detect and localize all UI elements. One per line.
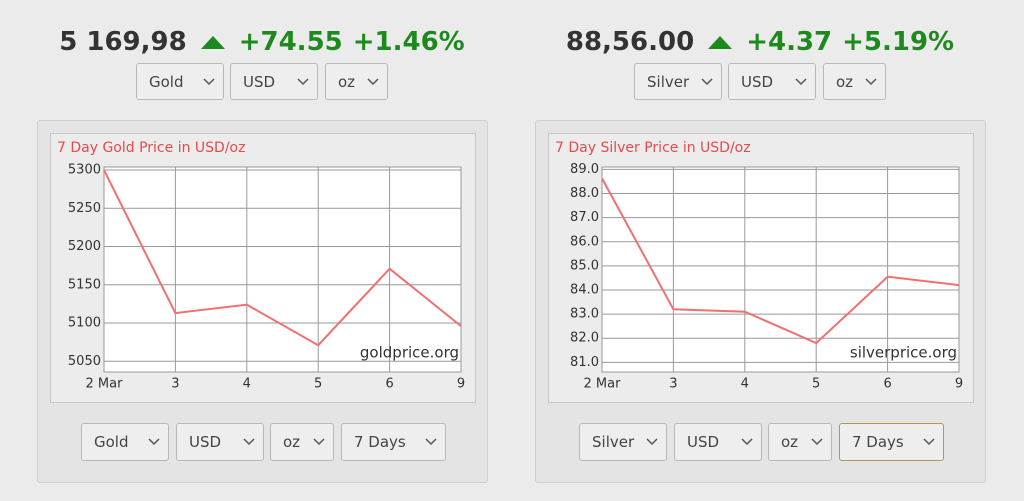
y-tick-label: 84.0 bbox=[570, 283, 599, 298]
plot-area bbox=[601, 166, 960, 373]
x-tick-label: 2 Mar bbox=[584, 377, 622, 392]
watermark: silverprice.org bbox=[850, 344, 957, 362]
price-line bbox=[601, 177, 960, 345]
y-tick-label: 83.0 bbox=[570, 307, 599, 322]
dropdown-label: USD bbox=[243, 72, 276, 91]
dropdown[interactable]: USD bbox=[176, 423, 264, 461]
y-tick-label: 89.0 bbox=[570, 162, 599, 177]
y-tick-label: 86.0 bbox=[570, 234, 599, 249]
x-tick-label: 5 bbox=[314, 377, 322, 392]
chevron bbox=[297, 77, 309, 85]
y-tick-label: 5150 bbox=[68, 277, 101, 292]
dropdown[interactable]: USD bbox=[230, 63, 318, 100]
plot-area bbox=[103, 166, 462, 373]
x-tick-label: 5 bbox=[812, 377, 820, 392]
chart-title: 7 Day Silver Price in USD/oz bbox=[555, 140, 751, 156]
dropdown-label: Gold bbox=[94, 433, 129, 451]
chevron bbox=[203, 77, 215, 85]
dropdown[interactable]: Gold bbox=[136, 63, 224, 100]
y-tick-label: 87.0 bbox=[570, 210, 599, 225]
chevron bbox=[741, 438, 753, 446]
dropdown[interactable]: oz bbox=[270, 423, 334, 461]
chart: 7 Day Silver Price in USD/oz 81.0 82.0 83.0… bbox=[555, 140, 963, 392]
chevron bbox=[425, 438, 437, 446]
y-tick-label: 88.0 bbox=[570, 186, 599, 201]
chevron bbox=[646, 438, 658, 446]
dropdown[interactable]: Silver bbox=[634, 63, 722, 100]
x-tick-label: 3 bbox=[669, 377, 677, 392]
dropdown-label: 7 Days bbox=[354, 433, 406, 451]
dropdown[interactable]: oz bbox=[823, 63, 886, 100]
y-tick-label: 5300 bbox=[68, 163, 101, 178]
change-percent: +5.19% bbox=[842, 27, 955, 57]
chevron bbox=[313, 438, 325, 446]
y-tick-label: 81.0 bbox=[570, 355, 599, 370]
y-tick-label: 5050 bbox=[68, 354, 101, 369]
x-tick-label: 9 bbox=[955, 377, 963, 392]
dropdown[interactable]: Gold bbox=[81, 423, 169, 461]
dropdown-label: USD bbox=[189, 433, 222, 451]
x-tick-label: 9 bbox=[457, 377, 465, 392]
dropdown-label: oz bbox=[338, 72, 356, 91]
chevron bbox=[923, 438, 935, 446]
y-tick-label: 85.0 bbox=[570, 258, 599, 273]
chart-frame: 7 Day Silver Price in USD/oz 81.0 82.0 83.0… bbox=[548, 133, 974, 403]
price: 5 169,98 bbox=[59, 27, 187, 57]
dropdown[interactable]: USD bbox=[728, 63, 816, 100]
x-tick-label: 2 Mar bbox=[86, 377, 124, 392]
dropdown[interactable]: 7 Days bbox=[839, 423, 944, 461]
price-line bbox=[103, 169, 462, 347]
x-tick-label: 6 bbox=[385, 377, 393, 392]
up-arrow bbox=[708, 36, 733, 49]
chart: 7 Day Gold Price in USD/oz50505100515052… bbox=[57, 140, 465, 392]
up-arrow bbox=[200, 36, 225, 49]
change: +74.55 bbox=[238, 27, 343, 57]
change: +4.37 bbox=[746, 27, 833, 57]
dropdown-label: Gold bbox=[149, 72, 184, 91]
chevron bbox=[243, 438, 255, 446]
dropdown-label: USD bbox=[687, 433, 720, 451]
chevron bbox=[795, 77, 807, 85]
dropdown[interactable]: oz bbox=[768, 423, 832, 461]
y-tick-label: 82.0 bbox=[570, 331, 599, 346]
dropdown-label: 7 Days bbox=[852, 433, 904, 451]
x-tick-label: 4 bbox=[243, 377, 251, 392]
dropdown-label: Silver bbox=[592, 433, 635, 451]
change-percent: +1.46% bbox=[352, 27, 465, 57]
chevron bbox=[865, 77, 877, 85]
dropdown[interactable]: 7 Days bbox=[341, 423, 446, 461]
y-tick-label: 5250 bbox=[68, 201, 101, 216]
x-tick-label: 3 bbox=[171, 377, 179, 392]
chevron bbox=[701, 77, 713, 85]
chevron bbox=[811, 438, 823, 446]
dropdown-label: Silver bbox=[647, 72, 690, 91]
chart-title: 7 Day Gold Price in USD/oz bbox=[57, 140, 245, 156]
dropdown-label: oz bbox=[836, 72, 854, 91]
dropdown-label: oz bbox=[283, 433, 301, 451]
dropdown[interactable]: Silver bbox=[579, 423, 667, 461]
x-tick-label: 6 bbox=[883, 377, 891, 392]
dropdown[interactable]: USD bbox=[674, 423, 762, 461]
dropdown[interactable]: oz bbox=[325, 63, 388, 100]
chart-frame: 7 Day Gold Price in USD/oz 5050 5100 5150 52… bbox=[50, 133, 476, 403]
chevron bbox=[367, 77, 379, 85]
price: 88,56.00 bbox=[565, 27, 695, 57]
watermark: goldprice.org bbox=[360, 344, 459, 362]
y-tick-label: 5200 bbox=[68, 239, 101, 254]
x-tick-label: 4 bbox=[741, 377, 749, 392]
price-header: 5 169,98 +74.55 +1.46% bbox=[52, 24, 472, 60]
price-header: 88,56.00 +4.37 +5.19% bbox=[550, 24, 970, 60]
dropdown-label: USD bbox=[741, 72, 774, 91]
dropdown-label: oz bbox=[781, 433, 799, 451]
chevron bbox=[148, 438, 160, 446]
y-tick-label: 5100 bbox=[68, 316, 101, 331]
